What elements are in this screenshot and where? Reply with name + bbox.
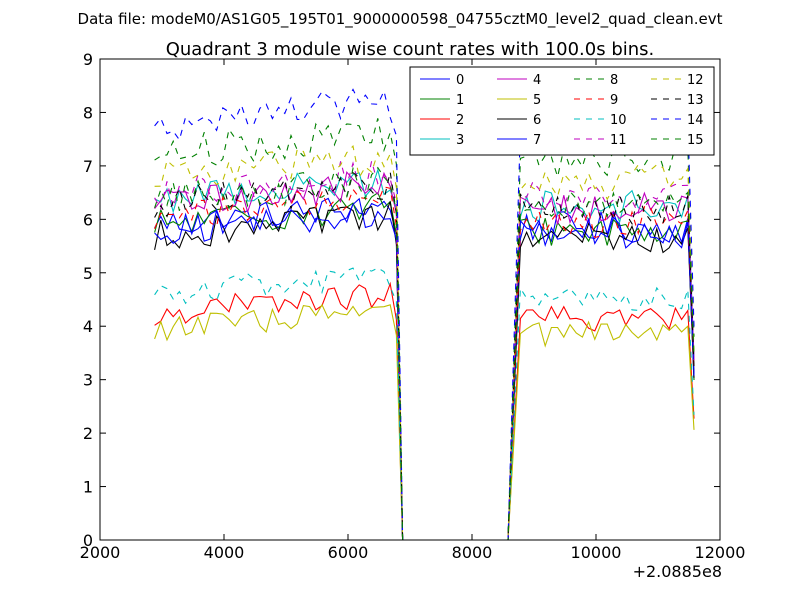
series-line-8 xyxy=(154,118,695,540)
legend-label-12: 12 xyxy=(687,73,704,88)
chart-title: Quadrant 3 module wise count rates with … xyxy=(166,39,655,60)
plot-area xyxy=(154,88,695,540)
legend-label-3: 3 xyxy=(456,133,464,148)
legend-label-8: 8 xyxy=(610,73,618,88)
y-tick-label: 5 xyxy=(83,264,93,283)
series-line-6 xyxy=(154,201,695,540)
y-tick-label: 9 xyxy=(83,50,93,69)
x-tick-label: 2000 xyxy=(80,543,121,562)
legend-label-14: 14 xyxy=(687,113,704,128)
y-tick-label: 6 xyxy=(83,210,93,229)
series-line-5 xyxy=(154,303,695,540)
x-tick-label: 4000 xyxy=(204,543,245,562)
series-line-15 xyxy=(154,166,695,540)
legend-label-11: 11 xyxy=(610,133,627,148)
y-tick-label: 0 xyxy=(83,531,93,550)
x-tick-label: 8000 xyxy=(452,543,493,562)
series-line-2 xyxy=(154,281,695,540)
x-offset-label: +2.0885e8 xyxy=(633,562,722,581)
legend-label-10: 10 xyxy=(610,113,627,128)
y-tick-label: 7 xyxy=(83,157,93,176)
legend-label-9: 9 xyxy=(610,93,618,108)
legend-label-0: 0 xyxy=(456,73,464,88)
legend-label-4: 4 xyxy=(533,73,541,88)
y-tick-label: 8 xyxy=(83,103,93,122)
legend-label-13: 13 xyxy=(687,93,704,108)
legend-box xyxy=(409,66,715,156)
x-tick-label: 10000 xyxy=(571,543,622,562)
series-lines xyxy=(154,88,695,540)
series-line-0 xyxy=(154,197,695,540)
y-tick-label: 2 xyxy=(83,424,93,443)
series-line-14 xyxy=(154,88,695,540)
legend-label-7: 7 xyxy=(533,133,541,148)
y-tick-label: 3 xyxy=(83,371,93,390)
legend-label-6: 6 xyxy=(533,113,541,128)
y-tick-label: 4 xyxy=(83,317,93,336)
axes-frame xyxy=(99,58,721,541)
legend-label-15: 15 xyxy=(687,133,704,148)
series-line-12 xyxy=(154,144,695,540)
datafile-label: Data file: modeM0/AS1G05_195T01_90000005… xyxy=(78,10,723,29)
series-line-9 xyxy=(154,186,695,540)
x-tick-label: 12000 xyxy=(695,543,746,562)
series-line-11 xyxy=(154,160,695,540)
legend-label-5: 5 xyxy=(533,93,541,108)
y-tick-label: 1 xyxy=(83,478,93,497)
series-line-1 xyxy=(154,191,695,540)
legend-label-1: 1 xyxy=(456,93,464,108)
series-line-10 xyxy=(154,267,695,540)
legend-label-2: 2 xyxy=(456,113,464,128)
series-line-7 xyxy=(154,197,695,540)
x-tick-label: 6000 xyxy=(328,543,369,562)
